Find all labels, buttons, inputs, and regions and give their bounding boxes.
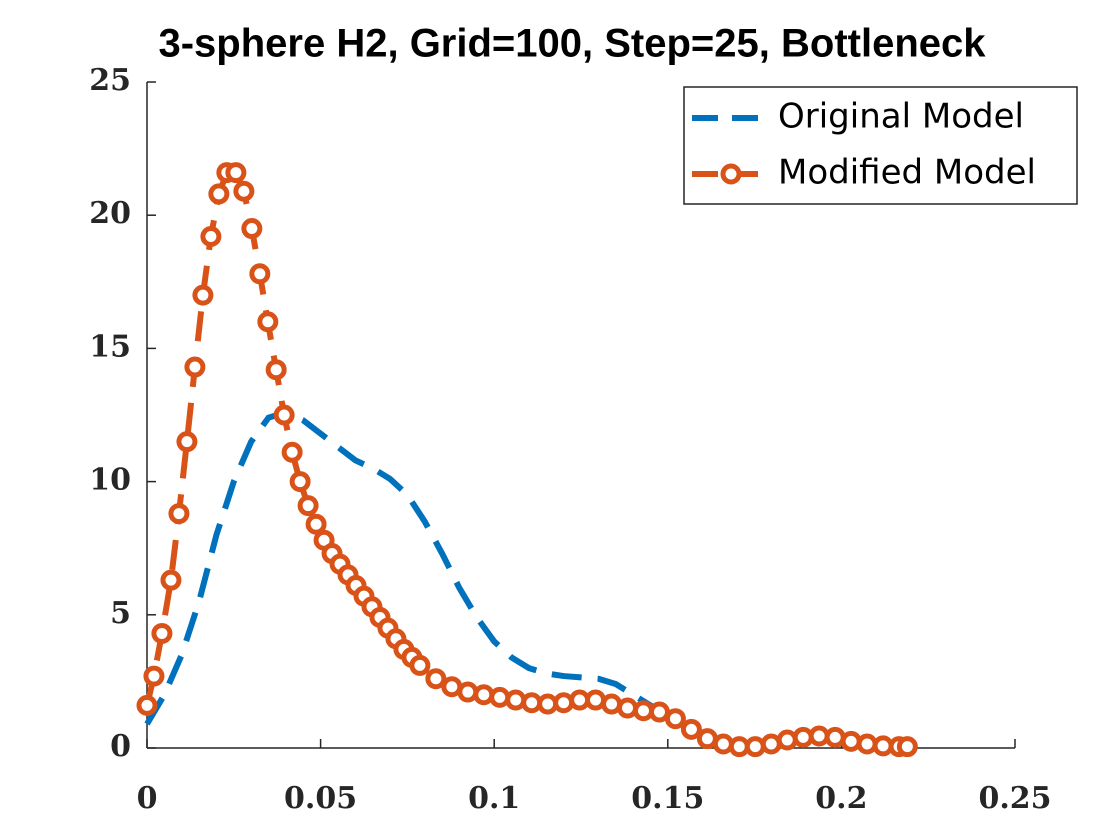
marker: [208, 183, 230, 205]
y-tick-label: 5: [110, 596, 131, 631]
marker: [168, 503, 190, 525]
marker: [680, 718, 702, 740]
legend-label: Modified Model: [778, 153, 1036, 193]
marker: [840, 730, 862, 752]
x-tick-label: 0.2: [815, 781, 867, 816]
marker: [664, 708, 686, 730]
marker: [265, 359, 287, 381]
marker: [225, 162, 247, 184]
marker: [473, 684, 495, 706]
marker: [856, 733, 878, 755]
marker: [712, 733, 734, 755]
marker: [425, 668, 447, 690]
marker: [776, 729, 798, 751]
marker: [200, 226, 222, 248]
y-tick-label: 10: [89, 463, 131, 498]
legend-label: Original Model: [778, 97, 1024, 137]
x-tick-label: 0.25: [978, 781, 1051, 816]
y-tick-label: 0: [110, 729, 131, 764]
legend-marker: [720, 163, 742, 185]
marker: [457, 681, 479, 703]
marker: [289, 471, 311, 493]
marker: [281, 441, 303, 463]
marker: [257, 311, 279, 333]
marker: [505, 689, 527, 711]
marker: [273, 404, 295, 426]
y-tick-label: 15: [89, 329, 131, 364]
legend: Original Model Modified Model: [683, 86, 1078, 205]
marker: [409, 654, 431, 676]
legend-box: [683, 86, 1078, 205]
marker: [151, 622, 173, 644]
marker: [160, 569, 182, 591]
y-tick-label: 25: [89, 63, 131, 98]
marker: [489, 686, 511, 708]
y-tick-label: 20: [89, 196, 131, 231]
marker: [249, 263, 271, 285]
marker: [241, 218, 263, 240]
marker: [896, 736, 918, 758]
chart-title: 3-sphere H2, Grid=100, Step=25, Bottlene…: [158, 22, 986, 66]
marker: [184, 356, 206, 378]
x-tick-label: 0.05: [284, 781, 357, 816]
marker: [744, 736, 766, 758]
x-tick-label: 0.15: [631, 781, 704, 816]
marker: [233, 180, 255, 202]
x-tick-label: 0: [137, 781, 158, 816]
marker: [143, 665, 165, 687]
marker: [617, 697, 639, 719]
marker: [176, 431, 198, 453]
series-line: [144, 169, 908, 750]
marker: [192, 284, 214, 306]
marker: [136, 694, 158, 716]
marker: [305, 513, 327, 535]
marker: [553, 692, 575, 714]
marker: [297, 495, 319, 517]
x-tick-label: 0.1: [468, 781, 520, 816]
